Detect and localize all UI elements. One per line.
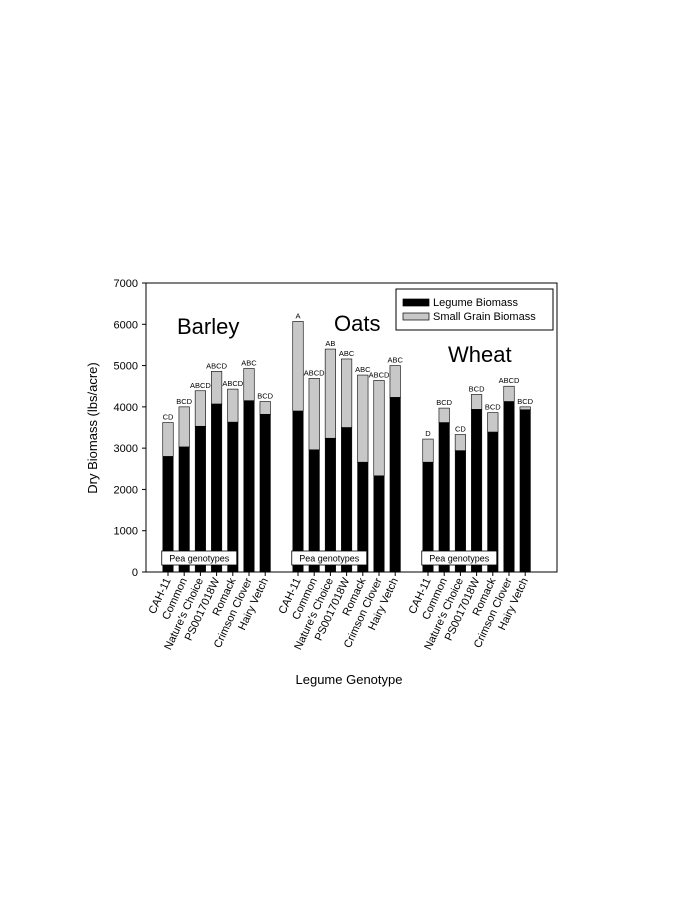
y-tick-label: 1000 xyxy=(114,526,138,538)
group-title: Wheat xyxy=(448,342,512,367)
significance-label: CD xyxy=(163,413,174,422)
significance-label: D xyxy=(425,429,431,438)
significance-label: ABCD xyxy=(304,368,325,377)
legend-swatch-small-grain xyxy=(402,312,430,321)
bar-legume xyxy=(389,397,401,573)
bar-legume xyxy=(438,422,450,573)
bar-small-grain xyxy=(243,368,255,401)
y-axis-label: Dry Biomass (lbs/acre) xyxy=(85,362,100,493)
significance-label: A xyxy=(295,311,300,320)
legend-label-legume: Legume Biomass xyxy=(433,297,518,309)
significance-label: ABCD xyxy=(369,370,390,379)
significance-label: BCD xyxy=(436,398,452,407)
significance-label: ABCD xyxy=(206,361,227,370)
significance-label: ABC xyxy=(339,349,355,358)
y-tick-label: 5000 xyxy=(114,361,138,373)
pea-genotypes-box xyxy=(291,550,368,566)
bar-legume xyxy=(259,414,271,573)
bar-small-grain xyxy=(487,412,499,433)
y-tick-label: 4000 xyxy=(114,402,138,414)
significance-label: ABC xyxy=(355,365,371,374)
group-title: Barley xyxy=(177,314,239,339)
significance-label: ABCD xyxy=(190,381,211,390)
significance-label: ABC xyxy=(241,358,257,367)
bar-small-grain xyxy=(373,380,385,477)
bar-legume xyxy=(227,421,239,573)
significance-label: BCD xyxy=(257,391,273,400)
y-axis: 0 1000 2000 3000 4000 5000 6000 7000 xyxy=(114,278,526,579)
bar-small-grain xyxy=(519,406,531,411)
bar-small-grain xyxy=(324,348,336,439)
bar-legume xyxy=(519,409,531,573)
significance-label: AB xyxy=(325,339,335,348)
bar-small-grain xyxy=(454,434,466,451)
y-tick-label: 2000 xyxy=(114,484,138,496)
significance-label: BCD xyxy=(469,384,485,393)
significance-label: CD xyxy=(455,425,466,434)
group-title: Oats xyxy=(334,311,380,336)
x-axis-label: Legume Genotype xyxy=(296,672,403,687)
significance-label: BCD xyxy=(485,403,501,412)
bar-small-grain xyxy=(471,394,483,410)
bar-small-grain xyxy=(503,385,515,402)
bar-legume xyxy=(471,409,483,573)
bar-small-grain xyxy=(162,422,174,457)
bar-legume xyxy=(373,475,385,573)
pea-genotypes-box xyxy=(421,550,498,566)
bars xyxy=(162,321,531,573)
significance-label: ABCD xyxy=(499,376,520,385)
legend: Legume Biomass Small Grain Biomass xyxy=(395,288,554,331)
significance-label: BCD xyxy=(176,397,192,406)
y-tick-label: 7000 xyxy=(114,278,138,290)
bar-small-grain xyxy=(227,388,239,423)
bar-small-grain xyxy=(259,401,271,415)
legend-label-small-grain: Small Grain Biomass xyxy=(433,311,536,323)
bar-small-grain xyxy=(308,378,320,451)
significance-label: ABCD xyxy=(222,379,243,388)
y-tick-label: 6000 xyxy=(114,319,138,331)
significance-label: ABC xyxy=(387,356,403,365)
bar-small-grain xyxy=(178,406,190,448)
bar-small-grain xyxy=(211,371,223,405)
bar-legume xyxy=(243,400,255,573)
bar-small-grain xyxy=(438,407,450,423)
bar-small-grain xyxy=(357,374,369,463)
bar-legume xyxy=(211,403,223,573)
bar-legume xyxy=(194,426,206,573)
y-tick-label: 3000 xyxy=(114,443,138,455)
bar-legume xyxy=(292,410,304,573)
legend-box xyxy=(395,288,554,331)
bar-small-grain xyxy=(341,358,353,428)
bar-small-grain xyxy=(292,321,304,412)
bar-small-grain xyxy=(389,365,401,398)
pea-genotypes-label: Pea genotypes xyxy=(169,554,230,564)
bar-legume xyxy=(503,401,515,573)
legend-swatch-legume xyxy=(402,298,430,307)
significance-label: BCD xyxy=(517,397,533,406)
bar-small-grain xyxy=(422,438,434,463)
pea-genotypes-box xyxy=(161,550,238,566)
pea-genotypes-label: Pea genotypes xyxy=(429,554,490,564)
y-tick-label: 0 xyxy=(132,567,138,579)
pea-genotypes-label: Pea genotypes xyxy=(299,554,360,564)
bar-legume xyxy=(341,427,353,573)
bar-small-grain xyxy=(194,390,206,427)
